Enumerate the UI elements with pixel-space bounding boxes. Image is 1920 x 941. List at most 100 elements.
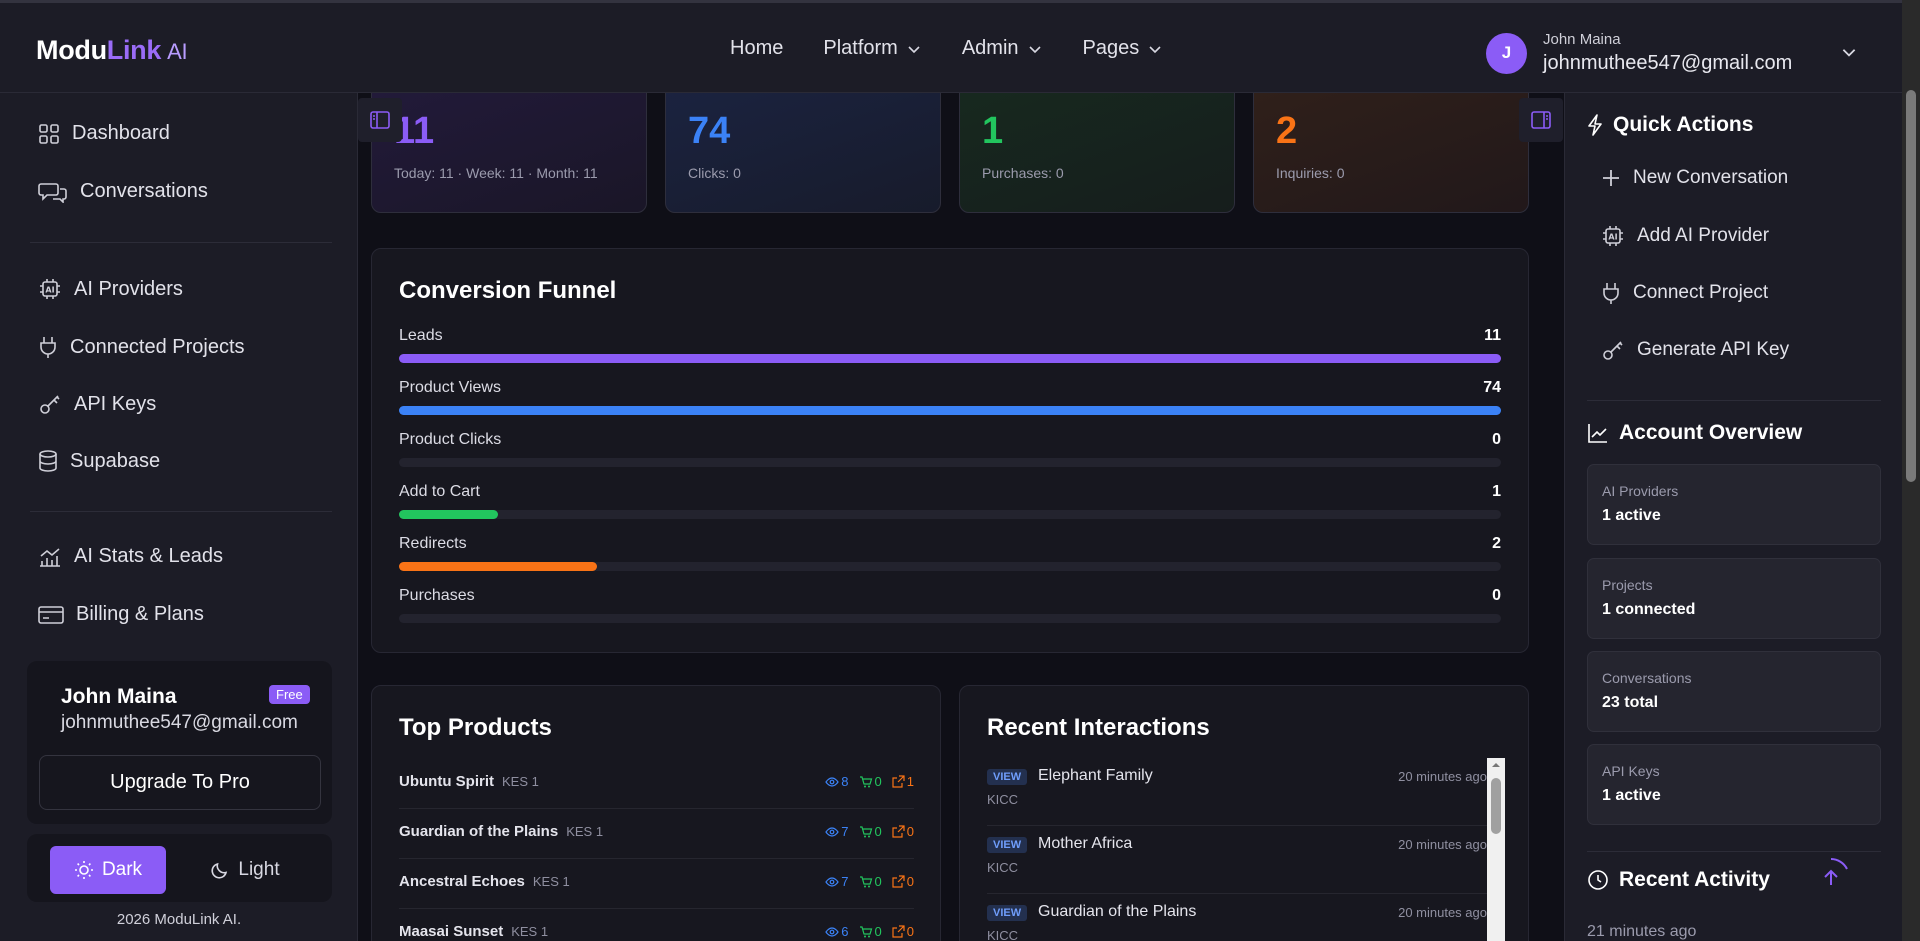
nav-home[interactable]: Home bbox=[730, 37, 784, 59]
lightning-icon bbox=[1588, 114, 1602, 136]
nav-platform[interactable]: Platform bbox=[823, 37, 921, 60]
nav-pages[interactable]: Pages bbox=[1083, 37, 1164, 60]
sidebar: Dashboard Conversations AI AI Providers … bbox=[0, 93, 358, 941]
funnel-fill bbox=[399, 510, 499, 519]
stat-sub: Purchases: 0 bbox=[982, 165, 1064, 181]
chevron-down-icon bbox=[908, 45, 920, 53]
sidebar-item-ai-providers[interactable]: AI AI Providers bbox=[38, 277, 183, 301]
svg-text:AI: AI bbox=[45, 286, 54, 295]
interaction-time: 20 minutes ago bbox=[1398, 769, 1487, 784]
product-price: KES 1 bbox=[532, 874, 570, 889]
overview-card-projects: Projects 1 connected bbox=[1587, 558, 1881, 639]
upgrade-button[interactable]: Upgrade To Pro bbox=[39, 755, 321, 810]
sidebar-item-supabase[interactable]: Supabase bbox=[38, 449, 160, 473]
stat-card-leads: 11 Today: 11 · Week: 11 · Month: 11 bbox=[371, 93, 647, 213]
product-row[interactable]: Guardian of the Plains KES 1 7 0 0 bbox=[399, 809, 914, 859]
quick-action-connect-project[interactable]: Connect Project bbox=[1601, 281, 1768, 305]
funnel-label: Product Views bbox=[399, 379, 501, 396]
sidebar-item-label: API Keys bbox=[74, 392, 157, 415]
product-row[interactable]: Ubuntu Spirit KES 1 8 0 1 bbox=[399, 759, 914, 809]
ai-chip-icon: AI bbox=[1603, 226, 1623, 246]
chevron-down-icon[interactable] bbox=[1840, 43, 1858, 61]
theme-switcher: Dark Light bbox=[27, 834, 332, 902]
interaction-location: KICC bbox=[987, 792, 1019, 807]
stat-sub: Inquiries: 0 bbox=[1276, 165, 1345, 181]
overview-card-conversations: Conversations 23 total bbox=[1587, 651, 1881, 732]
stat-card-carts: 1 Purchases: 0 bbox=[959, 93, 1235, 213]
sidebar-item-label: AI Providers bbox=[74, 277, 183, 300]
product-row[interactable]: Maasai Sunset KES 1 6 0 0 bbox=[399, 909, 914, 941]
activity-time: 21 minutes ago bbox=[1587, 923, 1697, 940]
scrollbar-thumb[interactable] bbox=[1491, 778, 1501, 834]
interaction-row[interactable]: VIEW Guardian of the Plains 20 minutes a… bbox=[987, 894, 1487, 941]
funnel-row: Add to Cart 1 bbox=[399, 483, 1501, 519]
redirect-stat: 0 bbox=[892, 874, 914, 889]
scroll-to-top-button[interactable] bbox=[1809, 855, 1853, 899]
quick-action-add-ai-provider[interactable]: AI Add AI Provider bbox=[1601, 224, 1769, 248]
funnel-label: Leads bbox=[399, 327, 443, 344]
stat-sub: Today: 11 · Week: 11 · Month: 11 bbox=[394, 165, 598, 181]
scroll-up-icon bbox=[1492, 763, 1500, 767]
right-sidebar: Quick Actions New Conversation AI Add AI… bbox=[1564, 93, 1902, 941]
sidebar-toggle-left[interactable] bbox=[358, 98, 402, 142]
sidebar-item-conversations[interactable]: Conversations bbox=[38, 180, 208, 203]
nav-admin[interactable]: Admin bbox=[962, 37, 1043, 60]
overview-card-ai-providers: AI Providers 1 active bbox=[1587, 464, 1881, 545]
sidebar-item-api-keys[interactable]: API Keys bbox=[38, 392, 156, 416]
funnel-value: 1 bbox=[1492, 483, 1501, 500]
plug-icon bbox=[1603, 283, 1619, 304]
theme-dark-button[interactable]: Dark bbox=[50, 846, 166, 894]
interaction-location: KICC bbox=[987, 860, 1019, 875]
cart-icon bbox=[859, 875, 872, 887]
stat-sub: Clicks: 0 bbox=[688, 165, 741, 181]
interaction-location: KICC bbox=[987, 928, 1019, 941]
conversion-funnel-panel: Conversion Funnel Leads 11 Product Views… bbox=[371, 248, 1529, 653]
funnel-row: Redirects 2 bbox=[399, 535, 1501, 571]
logo[interactable]: ModuLink AI bbox=[36, 35, 188, 65]
sidebar-item-label: Conversations bbox=[80, 180, 208, 202]
eye-icon bbox=[825, 776, 840, 787]
interaction-row[interactable]: VIEW Mother Africa 20 minutes ago KICC bbox=[987, 826, 1487, 894]
plug-icon bbox=[40, 337, 56, 358]
chevron-down-icon bbox=[1028, 45, 1041, 53]
cart-stat: 0 bbox=[859, 874, 882, 889]
funnel-track bbox=[399, 562, 1501, 571]
database-icon bbox=[39, 450, 57, 472]
sidebar-item-ai-stats-leads[interactable]: AI Stats & Leads bbox=[38, 545, 223, 568]
interaction-type-badge: VIEW bbox=[987, 837, 1028, 853]
interaction-row[interactable]: VIEW Elephant Family 20 minutes ago KICC bbox=[987, 758, 1487, 826]
stat-value: 1 bbox=[982, 110, 1004, 152]
user-menu[interactable]: J John Maina johnmuthee547@gmail.com bbox=[1486, 31, 1792, 75]
interaction-type-badge: VIEW bbox=[987, 769, 1028, 785]
sidebar-item-label: Supabase bbox=[70, 449, 161, 472]
interaction-name: Mother Africa bbox=[1038, 835, 1133, 852]
scrollbar-thumb[interactable] bbox=[1906, 90, 1916, 482]
user-email: johnmuthee547@gmail.com bbox=[1543, 52, 1793, 74]
eye-icon bbox=[825, 926, 840, 937]
product-row[interactable]: Ancestral Echoes KES 1 7 0 0 bbox=[399, 859, 914, 909]
avatar: J bbox=[1486, 32, 1527, 74]
key-icon bbox=[1603, 341, 1623, 360]
plan-badge: Free bbox=[269, 685, 310, 704]
funnel-value: 0 bbox=[1492, 431, 1501, 448]
chat-icon bbox=[38, 182, 67, 203]
page-scrollbar[interactable] bbox=[1902, 0, 1920, 941]
quick-action-new-conversation[interactable]: New Conversation bbox=[1601, 167, 1788, 189]
panel-title: Top Products bbox=[399, 714, 552, 741]
funnel-value: 0 bbox=[1492, 587, 1501, 604]
sidebar-item-connected-projects[interactable]: Connected Projects bbox=[38, 335, 245, 359]
funnel-track bbox=[399, 458, 1501, 467]
quick-action-generate-api-key[interactable]: Generate API Key bbox=[1601, 338, 1789, 362]
moon-icon bbox=[211, 862, 228, 879]
main-content: 11 Today: 11 · Week: 11 · Month: 11 74 C… bbox=[358, 93, 1564, 941]
theme-light-button[interactable]: Light bbox=[185, 846, 305, 894]
sidebar-item-dashboard[interactable]: Dashboard bbox=[38, 122, 170, 145]
funnel-label: Redirects bbox=[399, 535, 467, 552]
stat-value: 2 bbox=[1276, 110, 1298, 152]
sidebar-item-billing-plans[interactable]: Billing & Plans bbox=[38, 603, 204, 626]
arrow-up-icon bbox=[1824, 858, 1848, 885]
dashboard-icon bbox=[39, 123, 59, 144]
sidebar-toggle-right[interactable] bbox=[1519, 98, 1563, 142]
interactions-scrollbar[interactable] bbox=[1487, 758, 1505, 941]
redirect-stat: 0 bbox=[892, 824, 914, 839]
